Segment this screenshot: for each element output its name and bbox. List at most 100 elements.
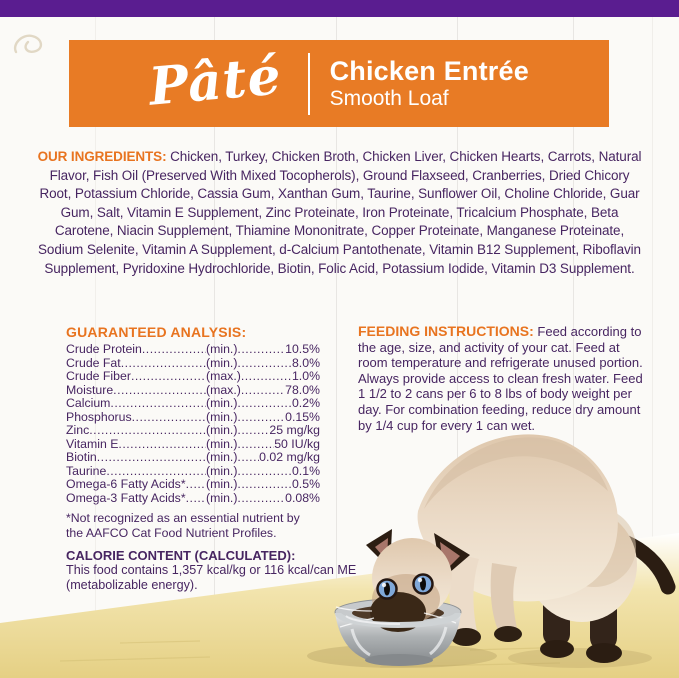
dot-leader bbox=[97, 451, 206, 465]
dot-leader bbox=[237, 438, 274, 452]
nutrient-qualifier: (min.) bbox=[206, 355, 238, 370]
nutrient-value: 0.1% bbox=[291, 463, 320, 478]
nutrient-value: 0.5% bbox=[291, 477, 320, 491]
dot-leader bbox=[237, 424, 269, 438]
wood-plank-seam bbox=[95, 17, 96, 638]
pate-script-label: Pâté bbox=[146, 45, 284, 118]
table-row: Biotin (min.) 0.02 mg/kg bbox=[66, 450, 320, 465]
nutrient-value: 1.0% bbox=[291, 369, 320, 383]
nutrient-qualifier: (min.) bbox=[206, 436, 238, 451]
nutrient-value: 25 mg/kg bbox=[269, 423, 320, 437]
dot-leader bbox=[237, 411, 285, 425]
wood-knot bbox=[13, 34, 43, 54]
dot-leader bbox=[186, 478, 206, 492]
dot-leader bbox=[237, 451, 259, 465]
dot-leader bbox=[237, 492, 285, 506]
feeding-instructions-text: Feed according to the age, size, and act… bbox=[358, 324, 643, 433]
top-purple-strip bbox=[0, 0, 679, 17]
nutrient-qualifier: (min.) bbox=[206, 423, 238, 437]
nutrient-label: Crude Fat bbox=[66, 356, 121, 370]
dot-leader bbox=[237, 465, 292, 479]
feeding-instructions-heading: FEEDING INSTRUCTIONS: bbox=[358, 323, 534, 339]
nutrient-value: 0.15% bbox=[285, 409, 320, 424]
nutrient-label: Crude Protein bbox=[66, 343, 142, 356]
nutrient-value: 0.2% bbox=[291, 396, 320, 410]
nutrient-qualifier: (min.) bbox=[206, 396, 238, 410]
nutrient-qualifier: (max.) bbox=[206, 382, 241, 397]
dot-leader bbox=[241, 384, 285, 398]
table-row: Vitamin E (min.) 50 IU/kg bbox=[66, 436, 320, 452]
nutrient-qualifier: (min.) bbox=[206, 342, 238, 356]
wood-plank-seam bbox=[457, 17, 458, 638]
nutrient-value: 0.08% bbox=[285, 490, 320, 505]
table-row: Omega-3 Fatty Acids* (min.) 0.08% bbox=[66, 490, 320, 506]
banner-names: Chicken Entrée Smooth Loaf bbox=[330, 56, 529, 111]
nutrient-qualifier: (min.) bbox=[206, 490, 238, 505]
table-row: Taurine (min.) 0.1% bbox=[66, 463, 320, 479]
dot-leader bbox=[142, 343, 206, 357]
table-row: Zinc (min.) 25 mg/kg bbox=[66, 423, 320, 438]
dot-leader bbox=[106, 465, 206, 479]
wood-plank-seam bbox=[573, 17, 574, 638]
dot-leader bbox=[113, 384, 206, 398]
table-row: Phosphorus (min.) 0.15% bbox=[66, 409, 320, 425]
dot-leader bbox=[237, 478, 292, 492]
dot-leader bbox=[237, 397, 292, 411]
kitten-photo bbox=[0, 434, 679, 678]
ingredients-heading: OUR INGREDIENTS: bbox=[37, 149, 167, 164]
dot-leader bbox=[131, 370, 206, 384]
calorie-content-section: CALORIE CONTENT (CALCULATED): This food … bbox=[66, 548, 358, 593]
product-banner: Pâté Chicken Entrée Smooth Loaf bbox=[69, 40, 609, 127]
nutrient-label: Phosphorus bbox=[66, 410, 132, 424]
feeding-instructions-paragraph: FEEDING INSTRUCTIONS: Feed according to … bbox=[358, 323, 646, 433]
table-row: Calcium (min.) 0.2% bbox=[66, 396, 320, 411]
dot-leader bbox=[132, 411, 206, 425]
calorie-content-text: This food contains 1,357 kcal/kg or 116 … bbox=[66, 563, 357, 592]
ingredients-paragraph: OUR INGREDIENTS: Chicken, Turkey, Chicke… bbox=[36, 148, 643, 278]
wood-plank-seam bbox=[214, 17, 215, 638]
table-row: Moisture (max.) 78.0% bbox=[66, 382, 320, 398]
nutrient-qualifier: (min.) bbox=[206, 477, 238, 491]
nutrient-label: Calcium bbox=[66, 397, 111, 410]
dot-leader bbox=[237, 357, 292, 371]
table-row: Crude Fiber (max.) 1.0% bbox=[66, 369, 320, 384]
dot-leader bbox=[121, 357, 206, 371]
nutrient-label: Biotin bbox=[66, 451, 97, 464]
dot-leader bbox=[186, 492, 206, 506]
ingredients-text: Chicken, Turkey, Chicken Broth, Chicken … bbox=[38, 149, 642, 276]
nutrient-label: Crude Fiber bbox=[66, 370, 131, 383]
dot-leader bbox=[118, 438, 206, 452]
dot-leader bbox=[241, 370, 292, 384]
wood-plank-seam bbox=[652, 17, 653, 638]
nutrient-label: Omega-3 Fatty Acids* bbox=[66, 491, 186, 505]
dot-leader bbox=[110, 397, 206, 411]
dot-leader bbox=[237, 343, 285, 357]
banner-divider bbox=[307, 52, 310, 115]
analysis-footnote: *Not recognized as an essential nutrient… bbox=[66, 511, 300, 540]
nutrient-value: 8.0% bbox=[291, 355, 320, 370]
calorie-content-heading: CALORIE CONTENT (CALCULATED): bbox=[66, 548, 296, 563]
nutrient-label: Vitamin E bbox=[66, 437, 119, 451]
nutrient-label: Moisture bbox=[66, 383, 114, 397]
nutrient-label: Taurine bbox=[66, 464, 107, 478]
nutrient-value: 78.0% bbox=[285, 382, 320, 397]
nutrient-qualifier: (min.) bbox=[206, 463, 238, 478]
product-name: Chicken Entrée bbox=[329, 56, 529, 86]
table-row: Omega-6 Fatty Acids* (min.) 0.5% bbox=[66, 477, 320, 492]
product-subtitle: Smooth Loaf bbox=[329, 87, 449, 110]
nutrient-qualifier: (max.) bbox=[206, 369, 241, 383]
nutrient-qualifier: (min.) bbox=[206, 409, 238, 424]
left-column: GUARANTEED ANALYSIS: Crude Protein (min.… bbox=[66, 324, 356, 593]
nutrient-value: 10.5% bbox=[285, 342, 320, 356]
table-row: Crude Protein (min.) 10.5% bbox=[66, 342, 320, 357]
wood-plank-seam bbox=[336, 17, 337, 638]
nutrient-value: 50 IU/kg bbox=[274, 436, 320, 451]
nutrient-label: Zinc bbox=[66, 424, 90, 437]
guaranteed-analysis-heading: GUARANTEED ANALYSIS: bbox=[66, 324, 247, 340]
dot-leader bbox=[89, 424, 206, 438]
nutrient-qualifier: (min.) bbox=[206, 450, 238, 464]
table-row: Crude Fat (min.) 8.0% bbox=[66, 355, 320, 371]
nutrient-label: Omega-6 Fatty Acids* bbox=[66, 478, 186, 491]
nutrient-value: 0.02 mg/kg bbox=[259, 450, 320, 464]
